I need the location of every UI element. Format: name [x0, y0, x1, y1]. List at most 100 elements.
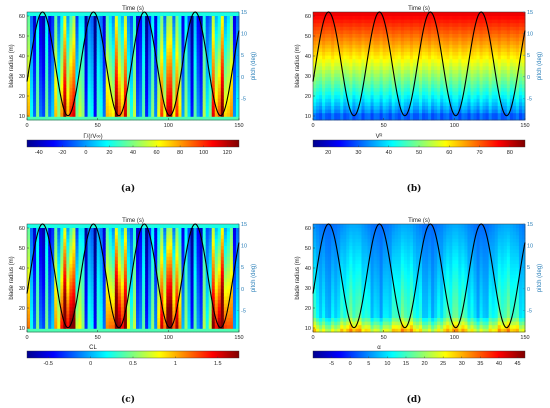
heatmap-cell — [175, 22, 179, 27]
heatmap-cell — [63, 102, 67, 106]
heatmap-cell — [503, 109, 508, 114]
heatmap-cell — [145, 102, 149, 106]
heatmap-cell — [78, 242, 82, 246]
heatmap-cell — [148, 19, 152, 24]
heatmap-cell — [84, 87, 88, 92]
heatmap-cell — [322, 58, 326, 63]
heatmap-cell — [84, 285, 88, 290]
heatmap-cell — [142, 12, 146, 16]
heatmap-cell — [48, 281, 52, 286]
colorbar-tick-label: 0 — [84, 150, 87, 156]
heatmap-cell — [87, 55, 91, 60]
heatmap-cell — [193, 94, 197, 99]
heatmap-cell — [382, 51, 387, 56]
heatmap-cell — [425, 55, 429, 60]
heatmap-cell — [376, 30, 381, 34]
heatmap-cell — [33, 37, 37, 42]
heatmap-cell — [39, 256, 43, 261]
heatmap-cell — [403, 48, 408, 52]
heatmap-cell — [78, 76, 82, 81]
heatmap-cell — [340, 91, 344, 96]
heatmap-cell — [90, 112, 95, 117]
heatmap-cell — [521, 30, 526, 34]
heatmap-cell — [400, 109, 405, 114]
heatmap-cell — [172, 33, 176, 38]
heatmap-cell — [364, 37, 368, 42]
heatmap-cell — [69, 324, 73, 329]
heatmap-cell — [33, 12, 37, 16]
heatmap-cell — [99, 84, 104, 88]
heatmap-cell — [27, 242, 31, 246]
heatmap-cell — [367, 102, 371, 106]
heatmap-cell — [479, 98, 483, 103]
heatmap-cell — [175, 15, 179, 20]
heatmap-cell — [473, 40, 477, 45]
heatmap-cell — [428, 22, 432, 27]
heatmap-cell — [51, 270, 55, 275]
heatmap-cell — [473, 76, 477, 81]
heatmap-cell — [30, 231, 34, 236]
heatmap-cell — [117, 15, 122, 20]
heatmap-cell — [63, 112, 67, 117]
heatmap-cell — [42, 296, 46, 300]
heatmap-cell — [126, 94, 131, 99]
heatmap-cell — [111, 58, 116, 63]
heatmap-cell — [196, 19, 201, 24]
heatmap-cell — [93, 310, 98, 315]
heatmap-cell — [39, 105, 43, 110]
heatmap-cell — [114, 33, 119, 38]
heatmap-cell — [352, 66, 356, 70]
heatmap-cell — [373, 62, 377, 67]
heatmap-cell — [232, 80, 237, 85]
heatmap-cell — [316, 116, 320, 121]
heatmap-cell — [232, 105, 237, 110]
heatmap-cell — [446, 58, 450, 63]
heatmap-cell — [184, 84, 188, 88]
heatmap-cell — [196, 84, 201, 88]
heatmap-cell — [181, 112, 185, 117]
heatmap-cell — [75, 30, 79, 34]
heatmap-cell — [202, 105, 207, 110]
heatmap-cell — [229, 80, 234, 85]
heatmap-cell — [139, 40, 143, 45]
heatmap-cell — [488, 66, 493, 70]
heatmap-cell — [87, 33, 91, 38]
heatmap-cell — [376, 55, 381, 60]
heatmap-cell — [328, 15, 332, 20]
heatmap-cell — [482, 48, 487, 52]
heatmap-cell — [78, 58, 82, 63]
heatmap-cell — [120, 12, 125, 16]
heatmap-cell — [96, 116, 101, 121]
heatmap-cell — [205, 105, 210, 110]
heatmap-cell — [226, 51, 231, 56]
heatmap-cell — [515, 87, 520, 92]
heatmap-cell — [60, 55, 64, 60]
heatmap-cell — [482, 22, 487, 27]
heatmap-cell — [81, 62, 85, 67]
heatmap-cell — [48, 256, 52, 261]
heatmap-cell — [175, 30, 179, 34]
heatmap-cell — [379, 37, 384, 42]
heatmap-cell — [36, 112, 40, 117]
heatmap-cell — [482, 91, 487, 96]
heatmap-cell — [60, 231, 64, 236]
heatmap-cell — [419, 76, 423, 81]
heatmap-cell — [449, 51, 453, 56]
x-tick-label: 0 — [25, 123, 28, 129]
heatmap-cell — [196, 69, 201, 74]
heatmap-cell — [361, 12, 365, 16]
heatmap-cell — [166, 55, 170, 60]
heatmap-cell — [105, 30, 110, 34]
heatmap-cell — [75, 303, 79, 308]
heatmap-cell — [90, 58, 95, 63]
heatmap-cell — [42, 55, 46, 60]
heatmap-cell — [385, 19, 390, 24]
heatmap-cell — [467, 69, 471, 74]
heatmap-cell — [376, 22, 381, 27]
heatmap-cell — [202, 91, 207, 96]
heatmap-cell — [208, 30, 213, 34]
heatmap-cell — [500, 40, 505, 45]
heatmap-cell — [139, 109, 143, 114]
heatmap-cell — [220, 55, 225, 60]
heatmap-cell — [187, 55, 191, 60]
